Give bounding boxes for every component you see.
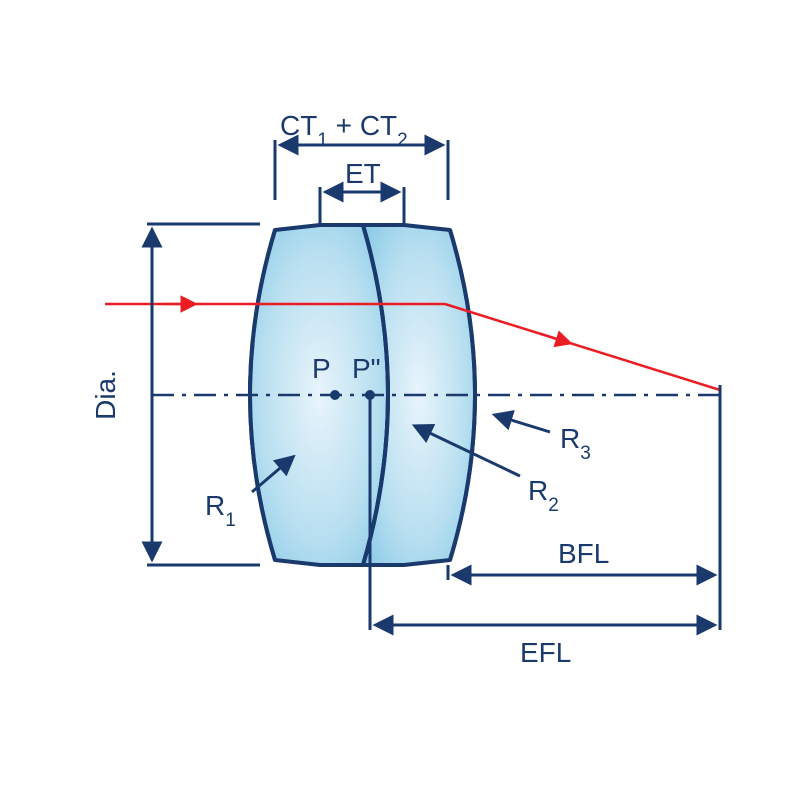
label-p: P [312,353,331,384]
label-r2: R2 [528,475,559,516]
leader-arrow [495,415,550,432]
label-pdd: P" [352,353,381,384]
principal-point-p [330,390,340,400]
label-bfl: BFL [558,538,609,569]
refracted-ray [445,304,720,390]
label-r1: R1 [205,490,236,531]
label-dia: Dia. [90,370,121,420]
label-et: ET [345,158,381,189]
lens-diagram: Dia.CT1 + CT2ETPP"R1R2R3BFLEFL [0,0,800,800]
label-efl: EFL [520,637,571,668]
label-r3: R3 [560,423,591,464]
